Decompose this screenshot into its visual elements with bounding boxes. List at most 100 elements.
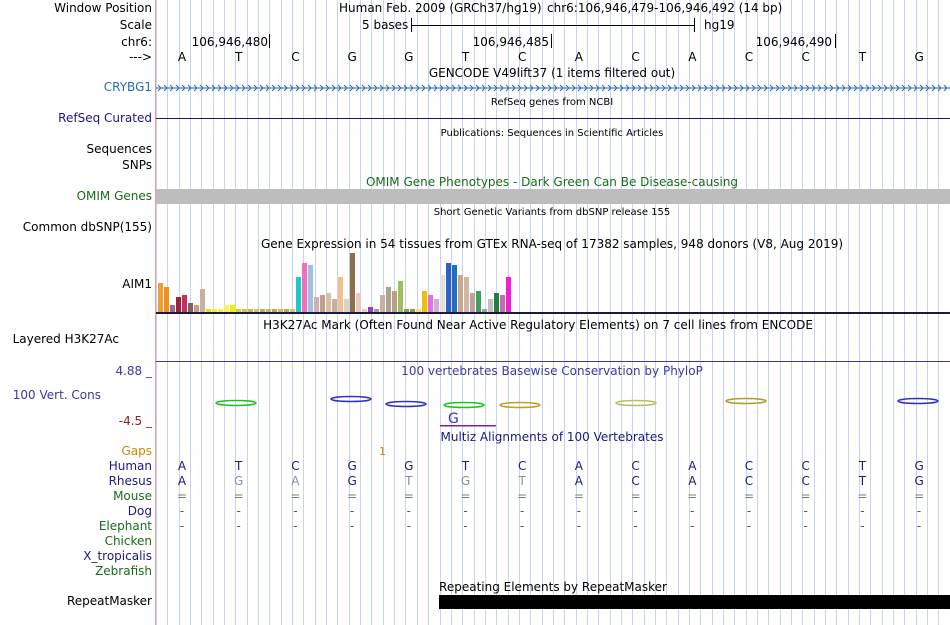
strand-chevron bbox=[793, 84, 798, 92]
strand-chevron bbox=[319, 84, 324, 92]
alignment-base-rhesus: T bbox=[405, 474, 413, 488]
gtex-tissue-bar bbox=[200, 289, 205, 313]
gtex-tissue-bar bbox=[434, 299, 439, 313]
label-species-x-tropicalis[interactable]: X_tropicalis bbox=[83, 549, 152, 563]
strand-chevron bbox=[871, 84, 876, 92]
gtex-tissue-bar bbox=[236, 309, 241, 313]
reference-base: C bbox=[744, 50, 754, 64]
label-species-dog[interactable]: Dog bbox=[127, 504, 152, 518]
gtex-tissue-bar bbox=[290, 309, 295, 313]
gtex-tissue-bar bbox=[464, 277, 469, 313]
strand-chevron bbox=[223, 84, 228, 92]
gtex-bar-chart[interactable] bbox=[156, 252, 950, 314]
strand-chevron bbox=[817, 84, 822, 92]
gtex-tissue-bar bbox=[206, 309, 211, 313]
alignment-base-dog: - bbox=[916, 504, 922, 518]
label-aim1[interactable]: AIM1 bbox=[122, 277, 152, 291]
phylop-letter-glyph: G bbox=[448, 411, 459, 427]
phylop-glyph bbox=[615, 399, 657, 407]
label-omim-genes[interactable]: OMIM Genes bbox=[76, 189, 152, 203]
gtex-tissue-bar bbox=[362, 309, 367, 313]
label-scale: Scale bbox=[119, 18, 152, 32]
strand-chevron bbox=[427, 84, 432, 92]
strand-chevron bbox=[613, 84, 618, 92]
gtex-tissue-bar bbox=[332, 299, 337, 313]
gtex-tissue-bar bbox=[176, 297, 181, 313]
strand-chevron bbox=[559, 84, 564, 92]
repeat-element-block[interactable] bbox=[439, 595, 950, 609]
strand-chevron bbox=[349, 84, 354, 92]
label-species-chicken[interactable]: Chicken bbox=[104, 534, 152, 548]
gtex-tissue-bar bbox=[368, 307, 373, 313]
label-common-dbsnp[interactable]: Common dbSNP(155) bbox=[22, 220, 152, 234]
label-species-human[interactable]: Human bbox=[108, 459, 152, 473]
label-100-vert-cons[interactable]: 100 Vert. Cons bbox=[12, 388, 101, 402]
strand-chevron bbox=[721, 84, 726, 92]
label-snps[interactable]: SNPs bbox=[122, 158, 152, 172]
strand-chevron bbox=[673, 84, 678, 92]
gtex-tissue-bar bbox=[500, 295, 505, 313]
gtex-tissue-bar bbox=[506, 277, 511, 313]
label-gaps[interactable]: Gaps bbox=[121, 444, 152, 458]
alignment-base-human: C bbox=[744, 459, 754, 473]
strand-chevron bbox=[931, 84, 936, 92]
alignment-base-mouse: = bbox=[347, 489, 358, 503]
alignment-base-rhesus: A bbox=[177, 474, 187, 488]
alignment-base-dog: - bbox=[860, 504, 865, 518]
alignment-base-dog: - bbox=[293, 504, 298, 518]
label-species-elephant[interactable]: Elephant bbox=[98, 519, 152, 533]
strand-chevron bbox=[259, 84, 264, 92]
alignment-base-mouse: = bbox=[857, 489, 868, 503]
alignment-base-mouse: = bbox=[630, 489, 641, 503]
phylop-glyph bbox=[499, 401, 541, 409]
gtex-tissue-bar bbox=[398, 281, 403, 313]
reference-base: T bbox=[461, 50, 470, 64]
strand-chevron bbox=[649, 84, 654, 92]
strand-chevron bbox=[439, 84, 444, 92]
reference-base: C bbox=[517, 50, 527, 64]
alignment-base-mouse: = bbox=[176, 489, 188, 503]
crybg1-gene-model[interactable] bbox=[156, 82, 950, 92]
phylop-logo[interactable]: G bbox=[156, 395, 950, 430]
alignment-base-elephant: - bbox=[860, 519, 865, 533]
label-repeatmasker[interactable]: RepeatMasker bbox=[66, 594, 152, 608]
alignment-base-elephant: - bbox=[406, 519, 411, 533]
alignment-base-elephant: - bbox=[633, 519, 638, 533]
label-species-rhesus[interactable]: Rhesus bbox=[108, 474, 152, 488]
alignment-base-rhesus: A bbox=[688, 474, 697, 488]
reference-base: G bbox=[914, 50, 924, 64]
strand-chevron bbox=[685, 84, 690, 92]
strand-chevron bbox=[307, 84, 312, 92]
strand-chevron bbox=[505, 84, 510, 92]
strand-chevron bbox=[739, 84, 744, 92]
strand-chevron bbox=[835, 84, 840, 92]
label-layered-h3k27ac[interactable]: Layered H3K27Ac bbox=[12, 332, 119, 346]
strand-chevron bbox=[631, 84, 636, 92]
strand-chevron bbox=[667, 84, 672, 92]
alignment-base-dog: - bbox=[179, 504, 185, 518]
refseq-gene-line[interactable] bbox=[156, 118, 950, 119]
alignment-base-dog: - bbox=[463, 504, 468, 518]
reference-base: A bbox=[574, 50, 583, 64]
alignment-base-dog: - bbox=[520, 504, 525, 518]
strand-chevron bbox=[889, 84, 894, 92]
label-cons-max: 4.88 _ bbox=[115, 364, 152, 378]
strand-chevron bbox=[865, 84, 870, 92]
label-sequences[interactable]: Sequences bbox=[86, 142, 152, 156]
alignment-base-dog: - bbox=[406, 504, 411, 518]
omim-gene-bar[interactable] bbox=[156, 189, 950, 204]
strand-chevron bbox=[379, 84, 384, 92]
strand-chevron bbox=[181, 84, 186, 92]
alignment-base-mouse: = bbox=[743, 489, 755, 503]
strand-chevron bbox=[187, 84, 192, 92]
publications-track-title: Publications: Sequences in Scientific Ar… bbox=[440, 128, 664, 139]
reference-base: A bbox=[177, 50, 187, 64]
reference-base: C bbox=[291, 50, 300, 64]
label-species-mouse[interactable]: Mouse bbox=[113, 489, 152, 503]
label-species-zebrafish[interactable]: Zebrafish bbox=[95, 564, 152, 578]
refseq-track-title: RefSeq genes from NCBI bbox=[490, 97, 614, 108]
alignment-base-human: C bbox=[801, 459, 810, 473]
strand-chevron bbox=[343, 84, 348, 92]
label-refseq-curated[interactable]: RefSeq Curated bbox=[58, 111, 152, 125]
label-crybg1[interactable]: CRYBG1 bbox=[103, 80, 152, 94]
